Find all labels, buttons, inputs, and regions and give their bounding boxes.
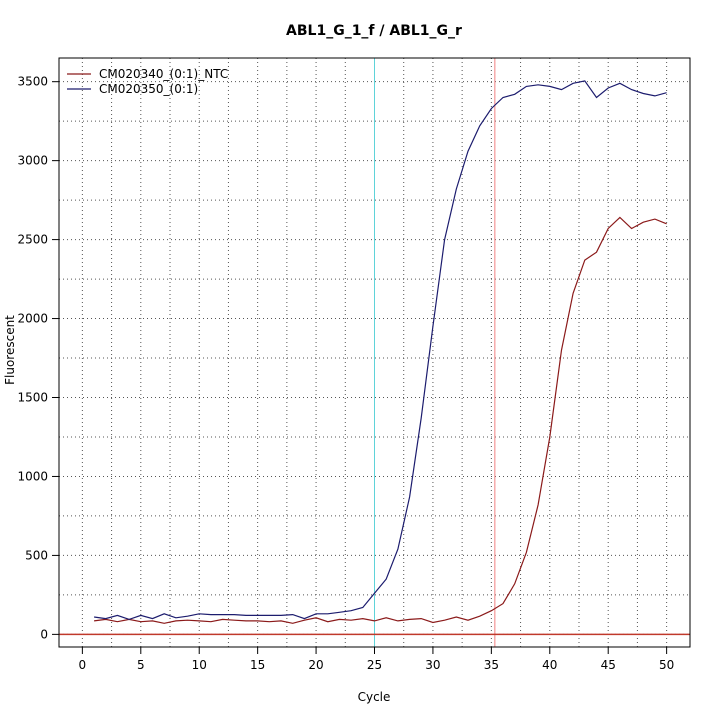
legend-label: CM020350_(0:1) xyxy=(99,82,198,96)
x-tick-label: 10 xyxy=(192,658,207,672)
x-tick-label: 25 xyxy=(367,658,382,672)
y-tick-label: 0 xyxy=(40,627,48,641)
x-tick-label: 5 xyxy=(137,658,145,672)
series-lines xyxy=(94,80,667,624)
series-line xyxy=(94,216,667,624)
y-tick-label: 1500 xyxy=(17,391,48,405)
y-tick-label: 3000 xyxy=(17,154,48,168)
legend-label: CM020340_(0:1)_NTC xyxy=(99,67,228,81)
x-tick-label: 0 xyxy=(79,658,87,672)
x-tick-label: 50 xyxy=(659,658,674,672)
x-tick-label: 15 xyxy=(250,658,265,672)
x-tick-label: 45 xyxy=(601,658,616,672)
x-tick-label: 40 xyxy=(542,658,557,672)
y-tick-label: 2500 xyxy=(17,233,48,247)
y-tick-label: 1000 xyxy=(17,469,48,483)
reference-lines xyxy=(59,58,690,647)
x-tick-label: 30 xyxy=(425,658,440,672)
x-tick-label: 20 xyxy=(308,658,323,672)
x-tick-label: 35 xyxy=(484,658,499,672)
y-tick-label: 500 xyxy=(25,548,48,562)
series-line xyxy=(94,80,667,621)
axes: 0 5 10 15 20 25 30 35 40 45 5005001000150020002500… xyxy=(17,57,691,672)
y-tick-label: 2000 xyxy=(17,312,48,326)
y-tick-label: 3500 xyxy=(17,75,48,89)
x-axis-label: Cycle xyxy=(358,690,391,704)
chart-title: ABL1_G_1_f / ABL1_G_r xyxy=(286,23,462,39)
y-axis-label: Fluorescent xyxy=(3,315,17,385)
